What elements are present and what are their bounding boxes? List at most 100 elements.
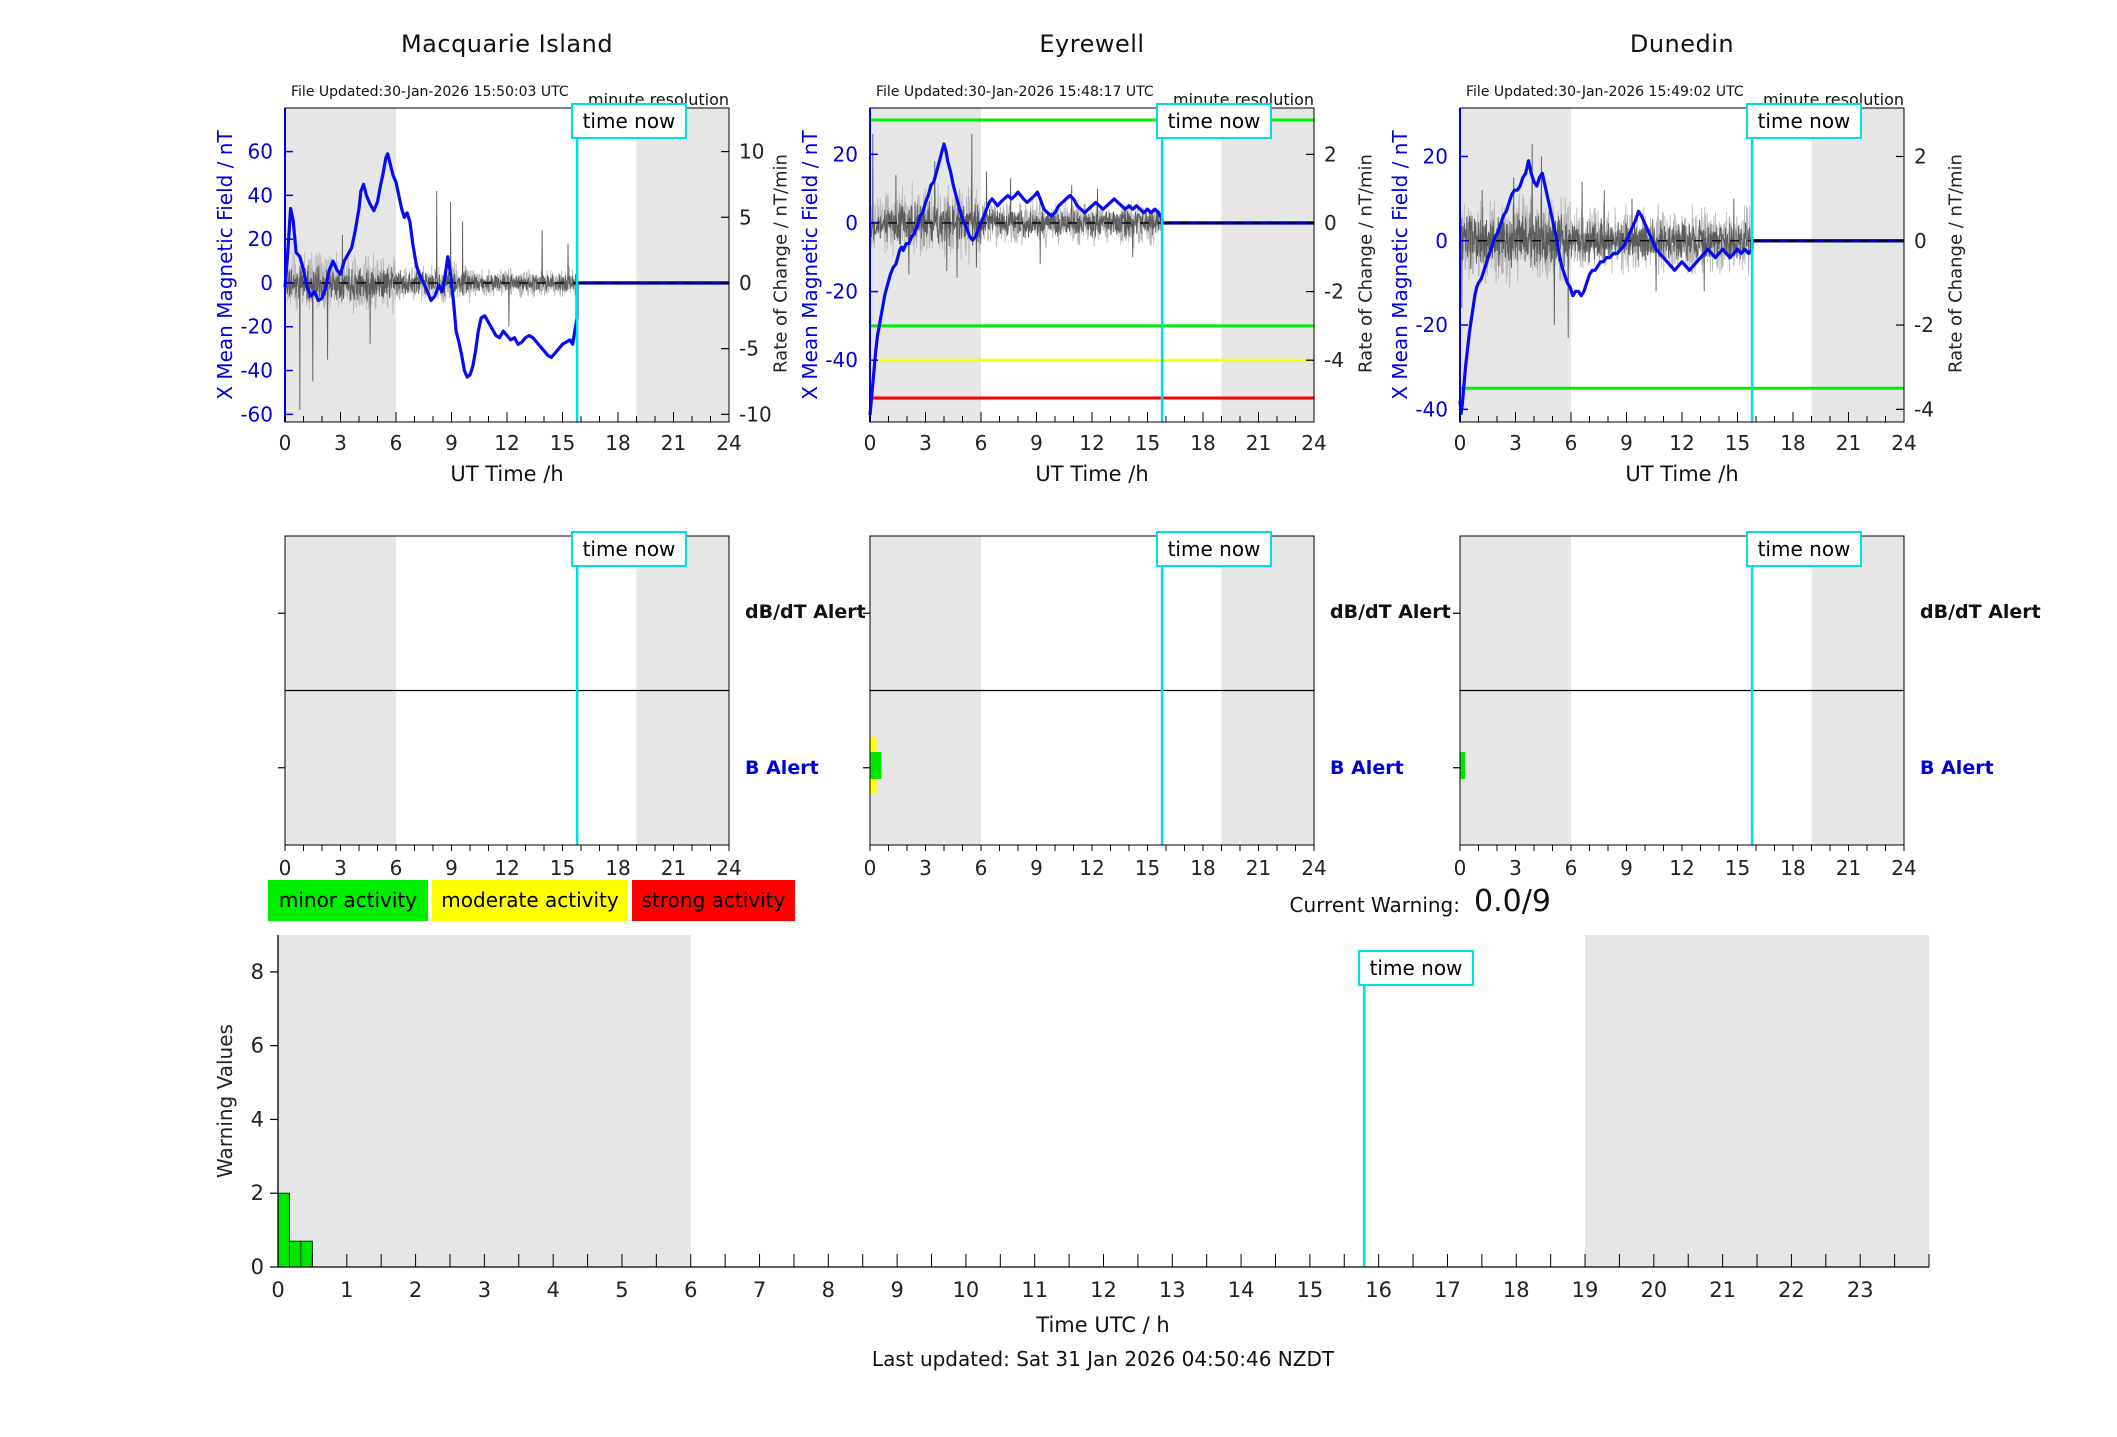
svg-text:21: 21: [1709, 1278, 1736, 1302]
svg-text:3: 3: [919, 856, 932, 880]
page-title: Eyrewell: [1039, 30, 1145, 58]
b-alert-label: B Alert: [1920, 757, 1994, 779]
alert-chart-eyrewell: 0 3 6 9 12 15 18 21 24: [863, 535, 1327, 880]
current-warning-label: Current Warning:: [1289, 893, 1460, 917]
svg-text:15: 15: [1725, 856, 1750, 880]
svg-text:10: 10: [739, 140, 764, 164]
svg-text:12: 12: [494, 856, 519, 880]
svg-text:24: 24: [1891, 431, 1916, 455]
svg-text:0: 0: [251, 1255, 264, 1279]
svg-text:15: 15: [550, 431, 575, 455]
svg-text:-5: -5: [739, 337, 759, 361]
svg-text:6: 6: [975, 431, 988, 455]
file-updated-text: File Updated:30-Jan-2026 15:49:02 UTC: [1466, 84, 1744, 100]
svg-text:15: 15: [1297, 1278, 1324, 1302]
svg-text:2: 2: [409, 1278, 422, 1302]
y-axis-label-right: Rate of Change / nT/min: [770, 154, 792, 373]
svg-text:18: 18: [1190, 856, 1215, 880]
page-title: Macquarie Island: [400, 30, 614, 58]
svg-text:2: 2: [1914, 144, 1927, 168]
svg-text:9: 9: [445, 856, 458, 880]
svg-text:24: 24: [1301, 431, 1326, 455]
svg-text:0: 0: [1914, 229, 1927, 253]
svg-text:21: 21: [1246, 856, 1271, 880]
svg-text:-20: -20: [240, 315, 273, 339]
x-axis-label: UT Time /h: [1625, 462, 1739, 486]
svg-text:12: 12: [494, 431, 519, 455]
svg-text:-40: -40: [240, 359, 273, 383]
svg-text:0: 0: [279, 431, 292, 455]
svg-text:-4: -4: [1324, 348, 1344, 372]
svg-text:6: 6: [1565, 431, 1578, 455]
svg-text:17: 17: [1434, 1278, 1461, 1302]
svg-text:5: 5: [739, 205, 752, 229]
svg-text:6: 6: [684, 1278, 697, 1302]
svg-text:3: 3: [478, 1278, 491, 1302]
svg-text:12: 12: [1669, 856, 1694, 880]
b-alert-label: B Alert: [745, 757, 819, 779]
svg-text:-20: -20: [1415, 313, 1448, 337]
svg-text:0: 0: [1324, 211, 1337, 235]
svg-text:24: 24: [716, 856, 741, 880]
file-updated-text: File Updated:30-Jan-2026 15:50:03 UTC: [291, 84, 569, 100]
svg-text:15: 15: [1135, 856, 1160, 880]
svg-text:13: 13: [1159, 1278, 1186, 1302]
svg-text:12: 12: [1090, 1278, 1117, 1302]
svg-text:9: 9: [1030, 856, 1043, 880]
svg-text:8: 8: [822, 1278, 835, 1302]
svg-text:12: 12: [1079, 431, 1104, 455]
svg-text:0: 0: [864, 431, 877, 455]
svg-text:21: 21: [661, 431, 686, 455]
time-now-flag: time now: [1746, 103, 1862, 139]
y-axis-label-left: X Mean Magnetic Field / nT: [1388, 130, 1412, 400]
svg-text:24: 24: [1301, 856, 1326, 880]
legend-strong-activity: strong activity: [632, 880, 795, 921]
svg-text:-40: -40: [825, 348, 858, 372]
page-title: Dunedin: [1629, 30, 1735, 58]
svg-text:14: 14: [1228, 1278, 1255, 1302]
current-warning-value: 0.0/9: [1474, 884, 1551, 919]
svg-text:0: 0: [1435, 229, 1448, 253]
svg-text:23: 23: [1847, 1278, 1874, 1302]
svg-text:21: 21: [1836, 856, 1861, 880]
svg-text:7: 7: [753, 1278, 766, 1302]
svg-text:3: 3: [334, 856, 347, 880]
svg-text:18: 18: [605, 856, 630, 880]
y-axis-label-left: X Mean Magnetic Field / nT: [213, 130, 237, 400]
y-axis-label-right: Rate of Change / nT/min: [1355, 154, 1377, 373]
svg-text:0: 0: [845, 211, 858, 235]
svg-text:21: 21: [661, 856, 686, 880]
svg-text:-2: -2: [1324, 280, 1344, 304]
svg-text:11: 11: [1021, 1278, 1048, 1302]
svg-text:6: 6: [1565, 856, 1578, 880]
x-axis-label: UT Time /h: [450, 462, 564, 486]
svg-text:21: 21: [1836, 431, 1861, 455]
file-updated-text: File Updated:30-Jan-2026 15:48:17 UTC: [876, 84, 1154, 100]
svg-text:3: 3: [919, 431, 932, 455]
last-updated-text: Last updated: Sat 31 Jan 2026 04:50:46 N…: [871, 1347, 1335, 1371]
time-now-flag: time now: [1156, 531, 1272, 567]
svg-text:18: 18: [1780, 431, 1805, 455]
svg-text:15: 15: [550, 856, 575, 880]
svg-text:0: 0: [1454, 856, 1467, 880]
svg-text:3: 3: [334, 431, 347, 455]
svg-text:9: 9: [1620, 856, 1633, 880]
svg-text:9: 9: [1620, 431, 1633, 455]
svg-text:12: 12: [1669, 431, 1694, 455]
svg-text:9: 9: [1030, 431, 1043, 455]
dbdt-alert-label: dB/dT Alert: [745, 601, 866, 623]
time-now-flag: time now: [1746, 531, 1862, 567]
top-chart-macquarie-island: 60 40 20 0 -20 -40 -60 10 5 0 -5 -10 0 3 6 9 12 15 18 21 24: [240, 107, 772, 455]
svg-text:0: 0: [271, 1278, 284, 1302]
svg-text:9: 9: [445, 431, 458, 455]
alert-chart-macquarie-island: 0 3 6 9 12 15 18 21 24: [278, 535, 742, 880]
warning-values-axis-label: Warning Values: [213, 1024, 237, 1178]
svg-text:-60: -60: [240, 402, 273, 426]
svg-text:24: 24: [716, 431, 741, 455]
alert-chart-dunedin: 0 3 6 9 12 15 18 21 24: [1453, 535, 1917, 880]
legend-moderate-activity: moderate activity: [432, 880, 628, 921]
y-axis-label-left: X Mean Magnetic Field / nT: [798, 130, 822, 400]
svg-text:10: 10: [953, 1278, 980, 1302]
